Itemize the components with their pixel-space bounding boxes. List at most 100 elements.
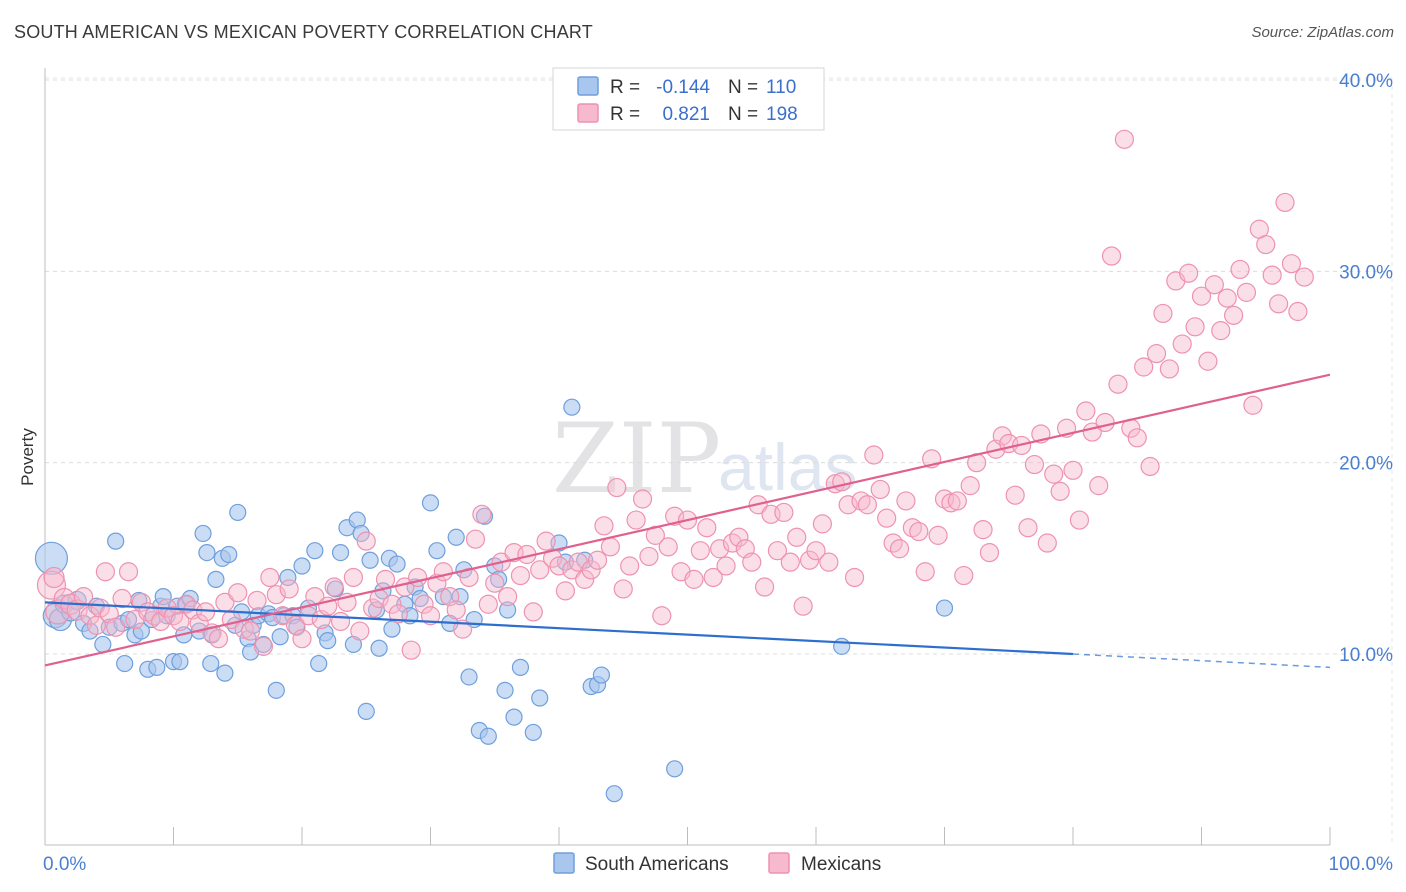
y-tick-labels: 10.0% 20.0% 30.0% 40.0% xyxy=(1339,71,1393,666)
south-american-point xyxy=(181,589,199,608)
mexican-point xyxy=(1204,275,1224,295)
mexican-point xyxy=(45,599,71,625)
south-americans-points xyxy=(34,398,954,803)
mexican-point xyxy=(530,560,550,580)
mexican-point xyxy=(1185,317,1205,337)
mexican-point xyxy=(485,573,505,593)
mexican-point xyxy=(1275,192,1295,213)
mexican-point xyxy=(523,602,543,622)
chart-title: SOUTH AMERICAN VS MEXICAN POVERTY CORREL… xyxy=(14,22,593,42)
mexican-point xyxy=(1262,265,1282,285)
south-american-point xyxy=(605,785,623,803)
mexican-point xyxy=(562,560,582,580)
mexican-point xyxy=(729,527,749,547)
legend-r-label-2: R = xyxy=(610,104,640,125)
mexican-point xyxy=(510,565,531,586)
mexican-point xyxy=(549,556,569,576)
south-american-point xyxy=(479,727,497,745)
mexican-point xyxy=(1108,374,1128,394)
south-american-point xyxy=(293,557,311,575)
mexican-point xyxy=(1134,357,1154,377)
mexican-point xyxy=(896,491,916,511)
mexican-point xyxy=(607,477,627,498)
mexican-point xyxy=(1076,401,1096,421)
mexican-point xyxy=(1024,454,1045,475)
mexican-point xyxy=(1089,476,1109,496)
mexican-point xyxy=(305,586,325,607)
mexican-point xyxy=(581,560,601,580)
mexican-point xyxy=(189,613,209,633)
mexican-point xyxy=(498,586,518,607)
legend-swatch-pink xyxy=(577,103,599,123)
mexican-point xyxy=(1095,412,1115,433)
south-american-point xyxy=(421,494,440,512)
mexican-point xyxy=(703,567,723,588)
mexican-point xyxy=(915,562,935,582)
mexican-point xyxy=(774,502,794,523)
mexican-point xyxy=(1140,456,1160,477)
mexican-point xyxy=(600,537,621,557)
mexican-point xyxy=(742,552,762,572)
mexican-point xyxy=(95,562,115,582)
mexican-point xyxy=(1294,267,1314,287)
mexican-point xyxy=(196,602,216,622)
legend-top: R = -0.144 N = 110 R = 0.821 N = 198 xyxy=(552,67,825,131)
mexican-point xyxy=(992,426,1012,446)
mexican-point xyxy=(909,521,929,542)
mexican-point xyxy=(253,636,274,656)
mexican-point xyxy=(414,594,434,614)
south-american-point xyxy=(592,666,611,684)
south-american-point xyxy=(254,635,273,654)
south-american-point xyxy=(388,555,406,573)
mexican-point xyxy=(350,621,370,641)
mexican-point xyxy=(292,629,312,649)
mexican-point xyxy=(665,506,685,526)
x-tick-label-min: 0.0% xyxy=(43,854,86,875)
south-american-point xyxy=(207,570,225,588)
legend-bottom-swatch-blue xyxy=(553,852,575,874)
y-tick-label: 30.0% xyxy=(1339,262,1393,283)
mexican-point xyxy=(754,577,775,597)
legend-bottom-mexicans: Mexicans xyxy=(801,854,881,875)
mexican-point xyxy=(247,590,267,611)
legend-bottom: South Americans Mexicans xyxy=(553,852,881,875)
mexican-point xyxy=(594,516,614,536)
south-american-point xyxy=(505,708,523,726)
mexican-point xyxy=(388,604,408,624)
south-americans-trend-line xyxy=(44,601,1074,656)
mexican-point xyxy=(241,621,261,641)
south-american-point xyxy=(370,639,388,657)
south-american-point xyxy=(229,503,247,522)
axes xyxy=(44,68,1331,846)
mexican-point xyxy=(889,539,910,559)
south-american-point xyxy=(306,542,324,560)
south-american-point xyxy=(499,601,517,619)
mexican-point xyxy=(857,495,878,515)
mexican-point xyxy=(408,567,428,588)
mexican-point xyxy=(465,529,486,549)
mexican-point xyxy=(780,552,800,572)
mexican-point xyxy=(1281,254,1302,274)
mexican-point xyxy=(555,581,576,601)
mexican-point xyxy=(1005,485,1025,505)
mexican-point xyxy=(542,548,563,568)
chart-source: Source: ZipAtlas.com xyxy=(1251,24,1394,41)
mexican-point xyxy=(1063,460,1083,480)
mexican-point xyxy=(401,640,421,660)
y-tick-label: 40.0% xyxy=(1339,71,1393,92)
legend-bottom-swatch-pink xyxy=(768,852,790,874)
mexican-point xyxy=(208,629,229,649)
y-tick-label: 20.0% xyxy=(1339,454,1393,475)
mexican-point xyxy=(684,569,704,589)
mexican-point xyxy=(632,489,653,509)
mexican-point xyxy=(536,531,556,551)
legend-n-label-2: N = xyxy=(728,104,758,125)
mexican-point xyxy=(343,567,363,588)
mexican-point xyxy=(767,541,788,561)
mexicans-points xyxy=(36,129,1314,660)
mexican-point xyxy=(690,541,710,561)
mexican-point xyxy=(1198,351,1218,371)
south-american-point xyxy=(202,654,220,673)
mexican-point xyxy=(787,527,807,547)
south-american-point xyxy=(271,628,289,646)
